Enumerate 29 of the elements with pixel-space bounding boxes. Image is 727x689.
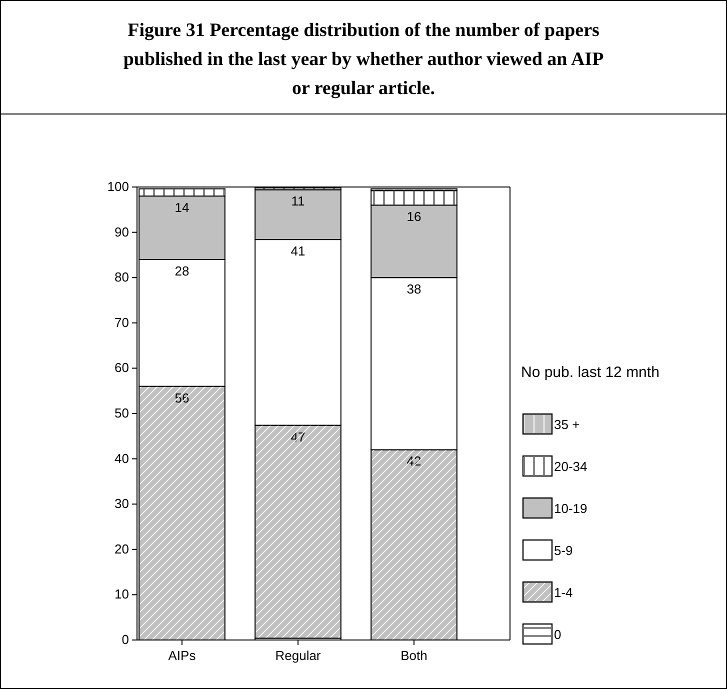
legend-title: No pub. last 12 mnth [521, 364, 660, 381]
data-label: 14 [174, 200, 190, 216]
x-tick-label: Both [400, 648, 428, 663]
data-label: 56 [174, 390, 190, 406]
y-tick-label: 0 [122, 632, 129, 647]
y-tick-label: 80 [114, 270, 129, 285]
x-tick-label: AIPs [168, 648, 196, 663]
y-tick-label: 30 [114, 496, 129, 512]
y-tick-label: 70 [114, 314, 129, 330]
y-tick-label: 20 [114, 541, 129, 556]
legend-label: 1-4 [554, 585, 573, 600]
y-tick-label: 90 [114, 224, 129, 240]
data-label: 38 [406, 282, 422, 297]
y-tick-label: 10 [114, 586, 129, 602]
y-tick-label: 40 [114, 450, 129, 466]
y-tick-label: 60 [114, 360, 129, 376]
legend-label: 20-34 [554, 459, 588, 474]
chart-title: Figure 31 Percentage distribution of the number of papers published in the last year by whether author viewed an AIP or regular article. [123, 20, 604, 99]
legend-label: 35 + [554, 417, 580, 432]
data-label: 41 [290, 244, 306, 259]
data-label: 16 [406, 209, 422, 224]
y-tick-label: 100 [107, 179, 129, 194]
legend-label: 5-9 [554, 543, 573, 558]
data-label: 11 [291, 194, 305, 209]
x-tick-label: Regular [275, 648, 322, 663]
legend-label: 0 [554, 627, 562, 642]
data-label: 28 [174, 263, 190, 278]
legend-label: 10-19 [554, 501, 588, 516]
y-tick-label: 50 [114, 406, 129, 420]
